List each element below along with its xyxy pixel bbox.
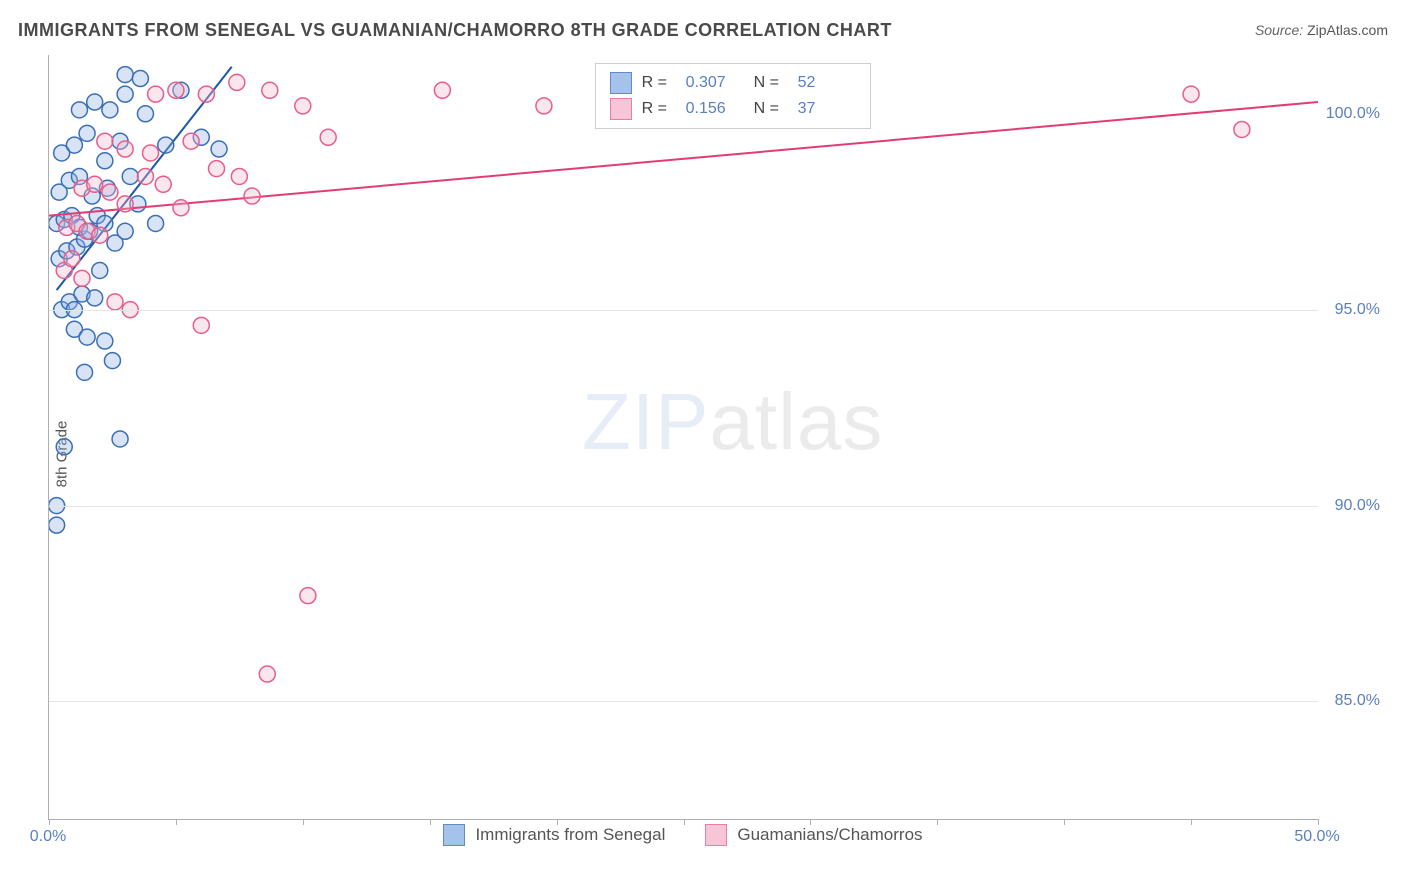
point-senegal: [49, 517, 65, 533]
point-guam: [300, 588, 316, 604]
correlation-row-senegal: R = 0.307 N = 52: [596, 70, 870, 96]
point-senegal: [122, 168, 138, 184]
point-guam: [1234, 121, 1250, 137]
point-guam: [168, 82, 184, 98]
point-senegal: [79, 329, 95, 345]
r-label: R =: [642, 100, 676, 118]
r-label: R =: [642, 74, 676, 92]
point-guam: [97, 133, 113, 149]
y-gridline: [49, 701, 1318, 702]
point-senegal: [117, 86, 133, 102]
n-label: N =: [754, 74, 788, 92]
plot-area: ZIPatlas R =0.307N =52R =0.156N =37: [48, 55, 1318, 820]
y-tick-label: 100.0%: [1326, 105, 1380, 123]
point-senegal: [87, 94, 103, 110]
y-tick-label: 85.0%: [1335, 692, 1380, 710]
chart-title: IMMIGRANTS FROM SENEGAL VS GUAMANIAN/CHA…: [18, 20, 892, 41]
y-gridline: [49, 506, 1318, 507]
point-senegal: [148, 215, 164, 231]
series-legend: Immigrants from Senegal Guamanians/Chamor…: [48, 824, 1318, 846]
point-guam: [148, 86, 164, 102]
point-senegal: [158, 137, 174, 153]
legend-label: Immigrants from Senegal: [475, 825, 665, 845]
point-senegal: [77, 364, 93, 380]
point-guam: [173, 200, 189, 216]
point-guam: [536, 98, 552, 114]
point-guam: [193, 317, 209, 333]
point-senegal: [117, 67, 133, 83]
point-guam: [198, 86, 214, 102]
point-senegal: [97, 333, 113, 349]
point-guam: [262, 82, 278, 98]
legend-item-senegal: Immigrants from Senegal: [443, 824, 665, 846]
correlation-legend: R = 0.307 N = 52 R = 0.156 N = 37: [595, 63, 871, 129]
r-value: 0.156: [686, 100, 744, 118]
point-guam: [320, 129, 336, 145]
point-senegal: [87, 290, 103, 306]
source-attribution: Source: ZipAtlas.com: [1255, 22, 1388, 38]
point-senegal: [132, 71, 148, 87]
legend-swatch-senegal: [610, 72, 632, 94]
n-value: 37: [798, 100, 856, 118]
r-value: 0.307: [686, 74, 744, 92]
point-senegal: [66, 137, 82, 153]
point-guam: [107, 294, 123, 310]
point-guam: [259, 666, 275, 682]
scatter-svg: [49, 55, 1318, 819]
point-senegal: [104, 353, 120, 369]
point-senegal: [137, 106, 153, 122]
source-value: ZipAtlas.com: [1307, 22, 1388, 38]
y-gridline: [49, 310, 1318, 311]
legend-item-guam: Guamanians/Chamorros: [705, 824, 922, 846]
point-guam: [117, 196, 133, 212]
legend-label: Guamanians/Chamorros: [737, 825, 922, 845]
point-senegal: [112, 431, 128, 447]
y-tick-label: 90.0%: [1335, 497, 1380, 515]
point-guam: [229, 74, 245, 90]
n-value: 52: [798, 74, 856, 92]
point-senegal: [117, 223, 133, 239]
point-guam: [137, 168, 153, 184]
y-tick-label: 95.0%: [1335, 301, 1380, 319]
legend-swatch-guam: [705, 824, 727, 846]
point-guam: [1183, 86, 1199, 102]
source-label: Source:: [1255, 22, 1303, 38]
point-senegal: [56, 439, 72, 455]
point-senegal: [71, 102, 87, 118]
point-senegal: [102, 102, 118, 118]
n-label: N =: [754, 100, 788, 118]
point-guam: [87, 176, 103, 192]
point-guam: [74, 270, 90, 286]
point-guam: [244, 188, 260, 204]
point-senegal: [97, 153, 113, 169]
plot-wrapper: 8th Grade ZIPatlas R =0.307N =52R =0.156…: [48, 55, 1386, 852]
point-guam: [209, 161, 225, 177]
legend-swatch-senegal: [443, 824, 465, 846]
point-guam: [231, 168, 247, 184]
point-senegal: [211, 141, 227, 157]
point-guam: [143, 145, 159, 161]
y-tick-labels: 85.0% 90.0% 95.0% 100.0%: [1318, 55, 1386, 820]
point-guam: [117, 141, 133, 157]
point-guam: [64, 251, 80, 267]
correlation-row-guam: R = 0.156 N = 37: [596, 96, 870, 122]
legend-swatch-guam: [610, 98, 632, 120]
point-guam: [92, 227, 108, 243]
point-guam: [102, 184, 118, 200]
point-guam: [155, 176, 171, 192]
point-guam: [295, 98, 311, 114]
point-guam: [434, 82, 450, 98]
chart-container: IMMIGRANTS FROM SENEGAL VS GUAMANIAN/CHA…: [0, 0, 1406, 892]
point-senegal: [79, 125, 95, 141]
point-guam: [183, 133, 199, 149]
point-senegal: [92, 262, 108, 278]
